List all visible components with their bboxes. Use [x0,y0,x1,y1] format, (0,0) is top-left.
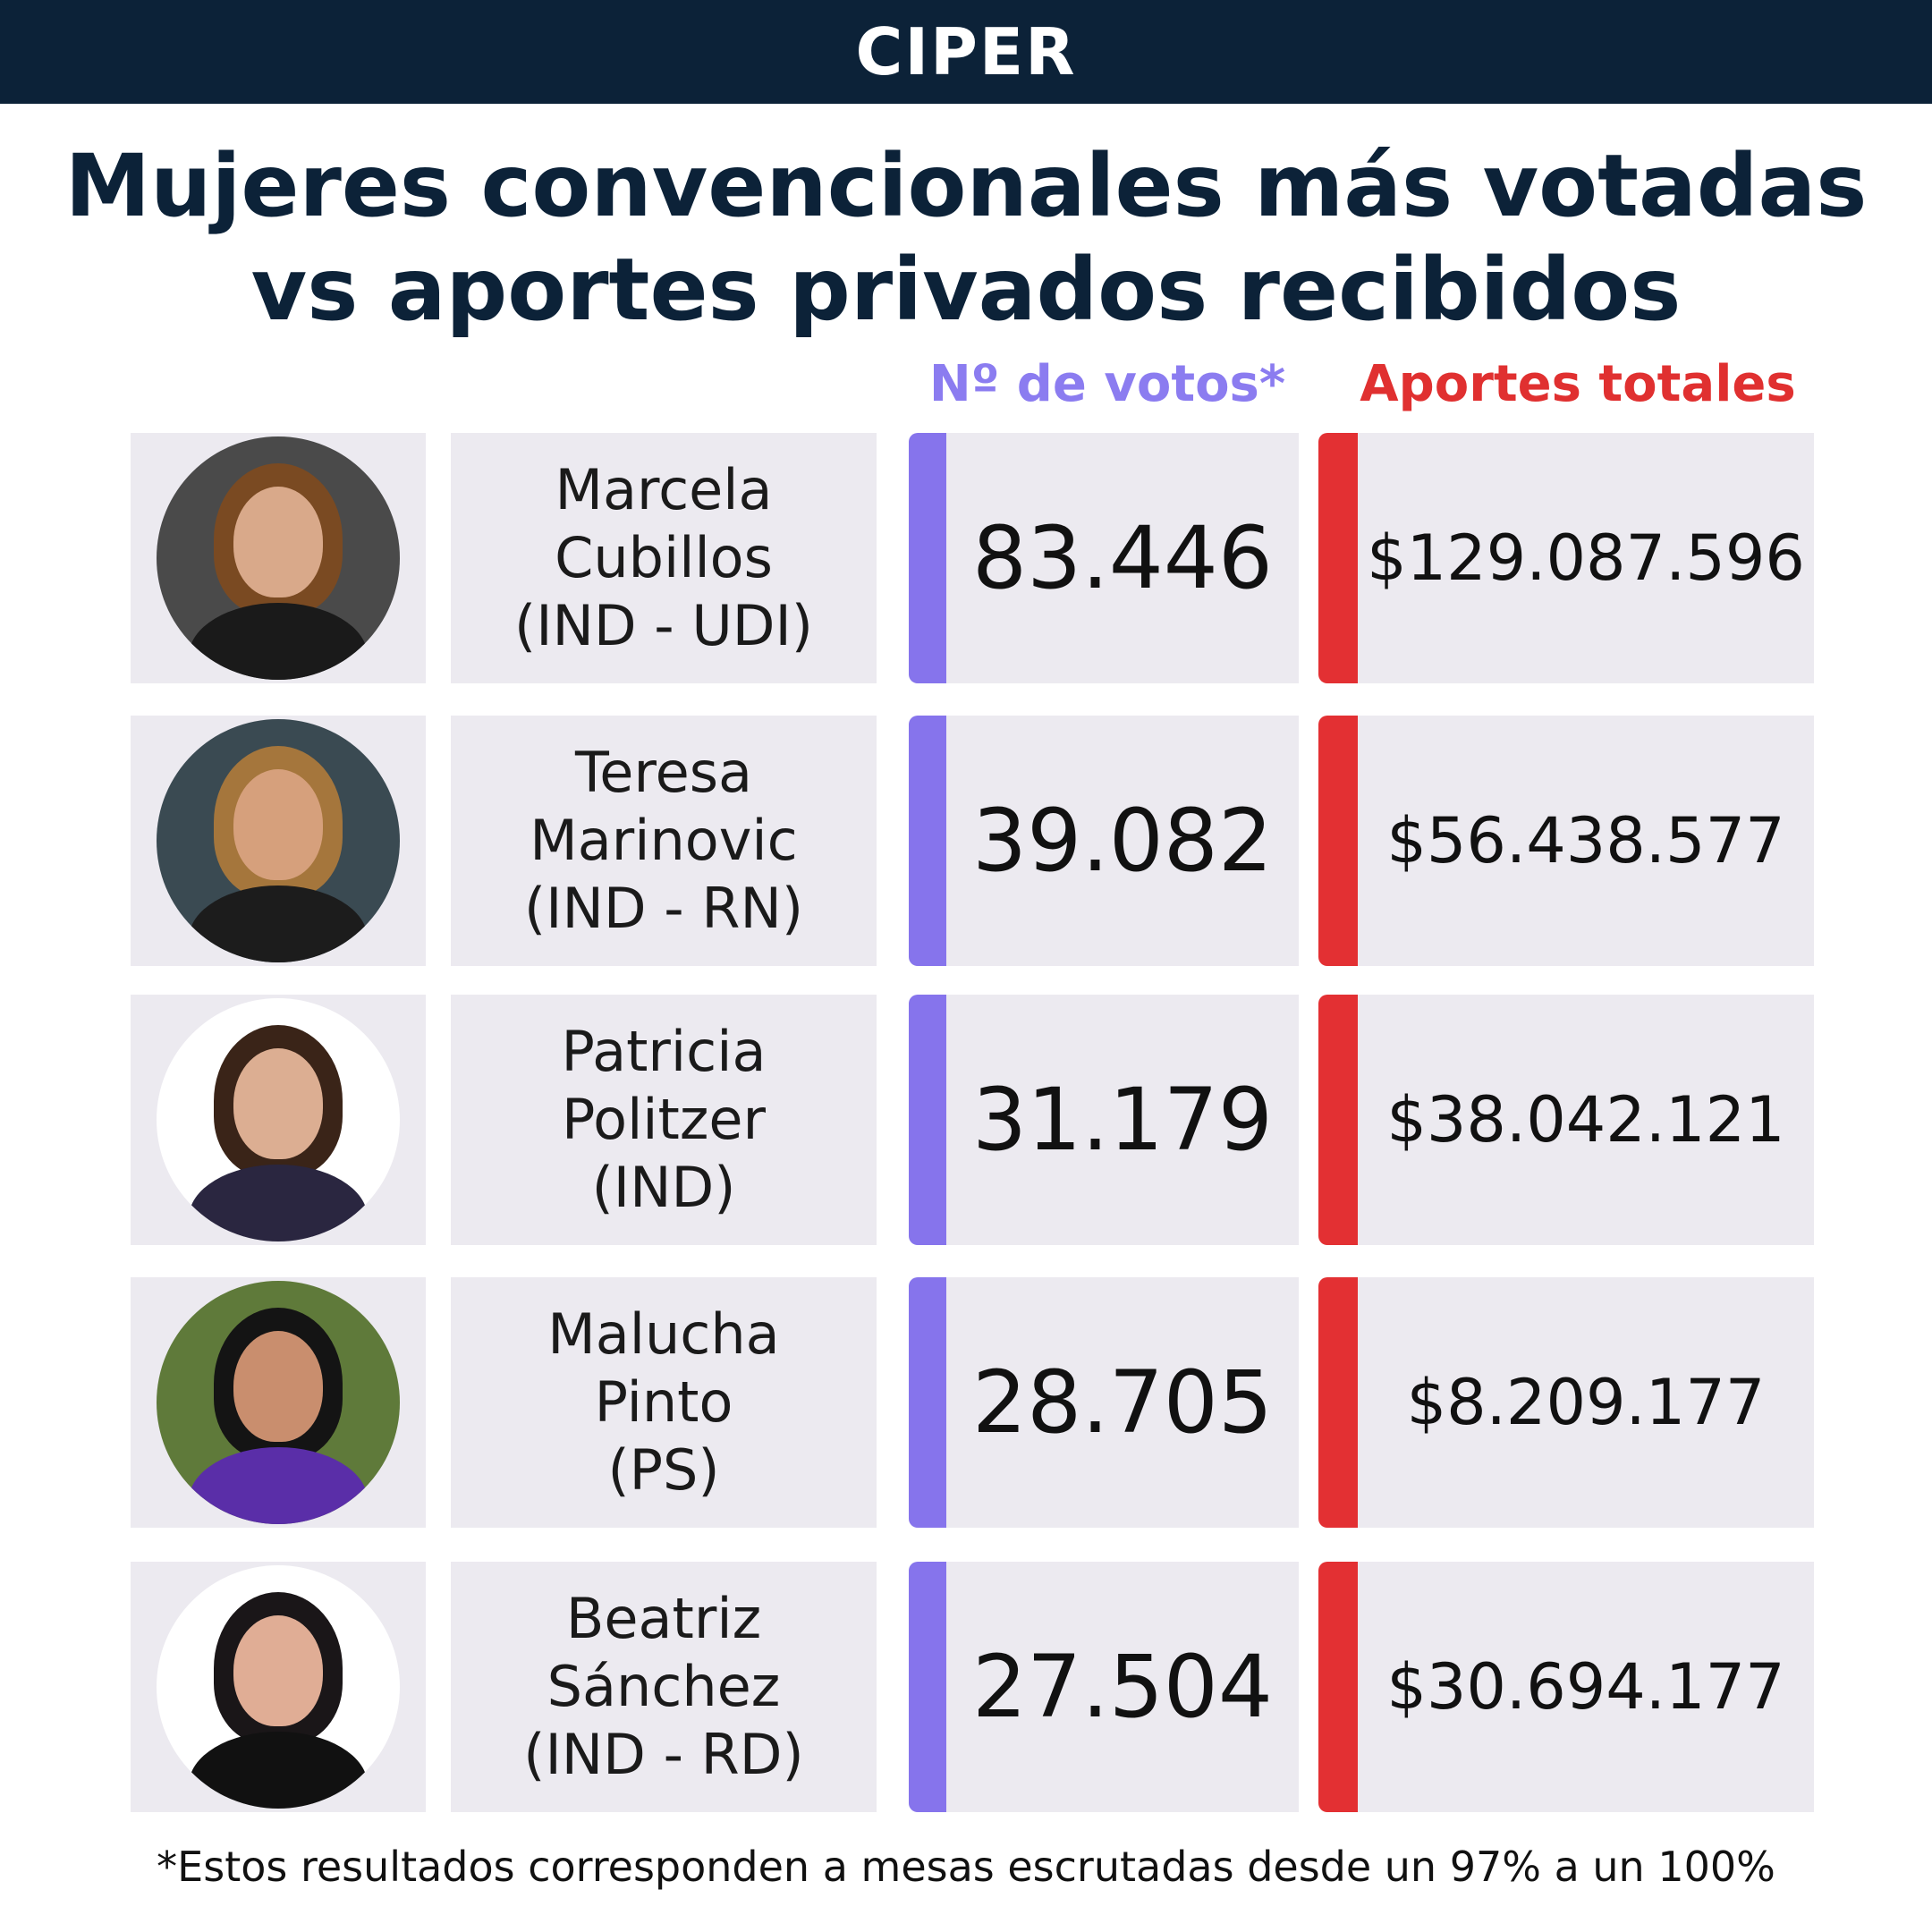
photo-cell [131,995,426,1245]
avatar [157,1281,400,1524]
top-bar: CIPER [0,0,1932,104]
candidate-name-cell: Patricia Politzer (IND) [451,995,877,1245]
avatar [157,998,400,1241]
table-row: Teresa Marinovic (IND - RN) 39.082 $56.4… [0,716,1932,970]
table-row: Patricia Politzer (IND) 31.179 $38.042.1… [0,995,1932,1249]
candidate-first-name: Beatriz [565,1586,762,1651]
votes-column-header: Nº de votos* [928,355,1286,413]
table-row: Malucha Pinto (PS) 28.705 $8.209.177 [0,1277,1932,1531]
photo-cell [131,433,426,683]
aportes-cell: $30.694.177 [1318,1562,1814,1812]
avatar [157,1565,400,1809]
photo-cell [131,1277,426,1528]
votes-cell: 28.705 [909,1277,1299,1528]
candidate-party: (IND - UDI) [514,593,813,658]
candidate-party: (IND - RN) [523,876,804,941]
candidate-last-name: Marinovic [530,808,798,873]
votes-cell: 27.504 [909,1562,1299,1812]
aportes-cell: $56.438.577 [1318,716,1814,966]
title-line-2: vs aportes privados recibidos [250,240,1682,340]
brand-logo-text: CIPER [855,14,1077,89]
votes-cell: 31.179 [909,995,1299,1245]
candidate-last-name: Pinto [594,1369,733,1435]
aportes-column-header: Aportes totales [1360,355,1796,413]
candidate-first-name: Marcela [555,457,773,522]
table-row: Marcela Cubillos (IND - UDI) 83.446 $129… [0,433,1932,687]
candidate-name-cell: Marcela Cubillos (IND - UDI) [451,433,877,683]
candidate-last-name: Sánchez [547,1654,781,1719]
votes-cell: 83.446 [909,433,1299,683]
candidate-first-name: Teresa [574,740,753,805]
aportes-cell: $129.087.596 [1318,433,1814,683]
candidate-last-name: Cubillos [555,525,773,590]
votes-cell: 39.082 [909,716,1299,966]
candidate-party: (IND) [591,1155,736,1220]
footnote: *Estos resultados corresponden a mesas e… [157,1843,1775,1891]
candidate-party: (IND - RD) [523,1722,804,1787]
candidate-last-name: Politzer [561,1087,767,1152]
candidate-name-cell: Teresa Marinovic (IND - RN) [451,716,877,966]
aportes-cell: $38.042.121 [1318,995,1814,1245]
candidate-first-name: Malucha [547,1301,780,1367]
page-title: Mujeres convencionales más votadas vs ap… [0,134,1932,342]
photo-cell [131,1562,426,1812]
candidate-name-cell: Beatriz Sánchez (IND - RD) [451,1562,877,1812]
candidate-party: (PS) [607,1437,720,1503]
candidate-first-name: Patricia [561,1019,767,1084]
table-row: Beatriz Sánchez (IND - RD) 27.504 $30.69… [0,1562,1932,1816]
avatar [157,436,400,680]
aportes-cell: $8.209.177 [1318,1277,1814,1528]
photo-cell [131,716,426,966]
title-line-1: Mujeres convencionales más votadas [64,136,1868,236]
avatar [157,719,400,962]
candidate-name-cell: Malucha Pinto (PS) [451,1277,877,1528]
